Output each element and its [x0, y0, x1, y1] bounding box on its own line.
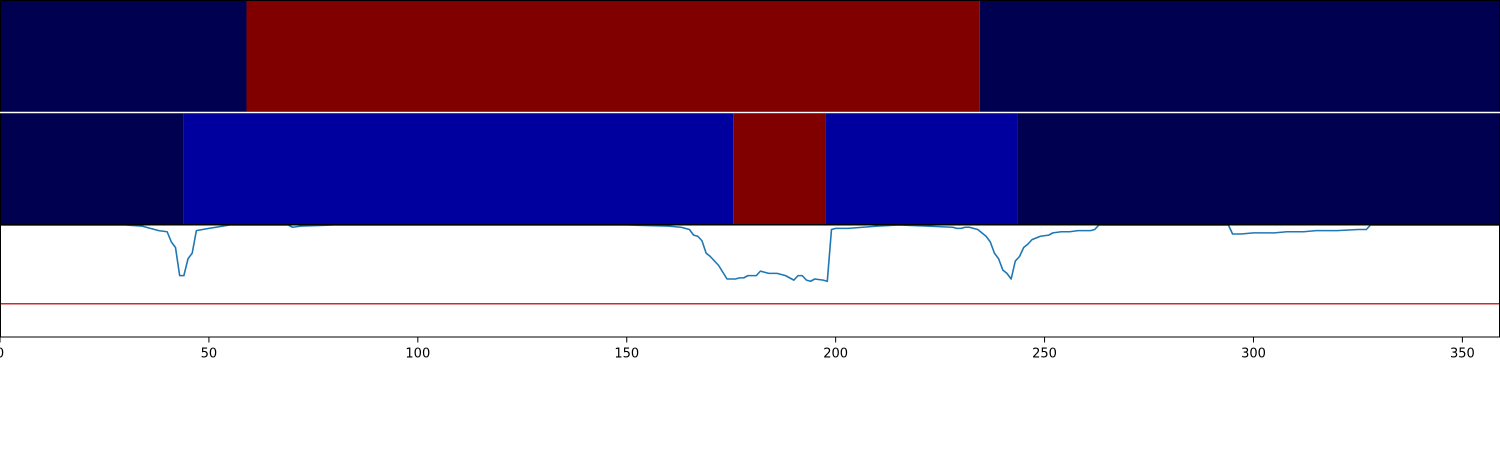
- x-tick-label-7: 350: [1450, 347, 1475, 362]
- x-tick-label-2: 100: [405, 347, 430, 362]
- segment-1-1: [183, 112, 734, 225]
- x-tick-label-4: 200: [823, 347, 848, 362]
- segment-track-0: [0, 0, 1500, 113]
- line-plot-area: [0, 224, 1500, 338]
- segment-0-1: [246, 0, 980, 113]
- line-plot-background: [0, 225, 1500, 338]
- segment-1-2: [733, 112, 826, 225]
- segment-1-3: [825, 112, 1018, 225]
- x-axis: 0 50 100 150 200 250 300 350: [0, 337, 1475, 362]
- x-tick-label-5: 250: [1032, 347, 1057, 362]
- segment-0-2: [979, 0, 1500, 113]
- segment-track-1: [0, 112, 1500, 225]
- segment-tracks: [0, 0, 1500, 225]
- segment-1-4: [1017, 112, 1500, 225]
- x-tick-label-3: 150: [614, 347, 639, 362]
- segment-0-0: [0, 0, 247, 113]
- segment-1-0: [0, 112, 184, 225]
- x-tick-label-1: 50: [201, 347, 218, 362]
- x-tick-label-6: 300: [1241, 347, 1266, 362]
- x-tick-label-0: 0: [0, 347, 4, 362]
